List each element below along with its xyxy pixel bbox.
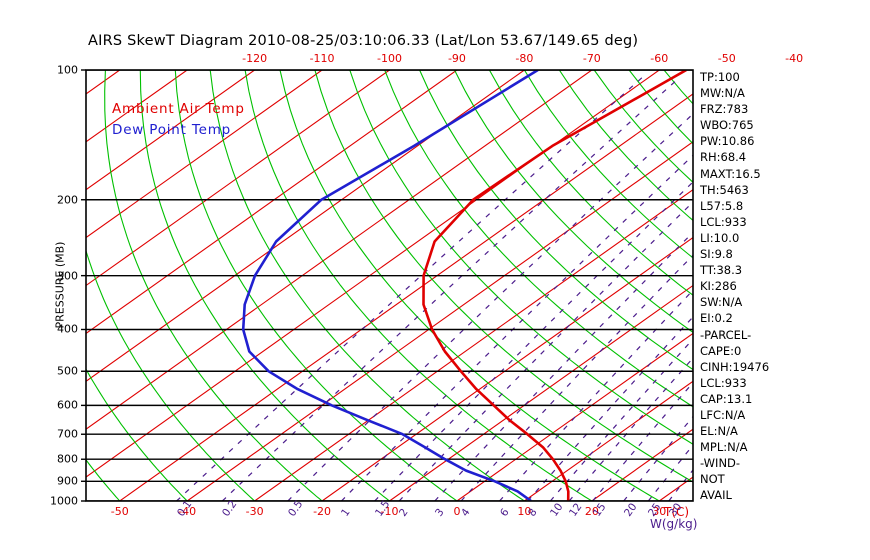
top-temp-label--90: -90 [447,52,466,65]
sounding-index-cape: CAPE:0 [700,343,742,358]
pressure-tick-label-1000: 1000 [50,494,78,508]
pressure-tick-label-800: 800 [57,452,78,466]
mixing-ratio-lines [176,76,693,501]
pressure-tick-label-600: 600 [57,398,78,412]
top-temp-label--60: -60 [650,52,669,65]
y-axis-title: PRESSURE (MB) [53,241,67,329]
pressure-tick-label-400: 400 [57,322,78,336]
sounding-index-lcl: LCL:933 [700,214,747,229]
sounding-index-pw: PW:10.86 [700,134,755,149]
top-temp-label--100: -100 [377,52,402,65]
sounding-index-rh: RH:68.4 [700,150,747,165]
pressure-tick-label-700: 700 [57,427,78,441]
legend-dew-point-temp: Dew Point Temp [112,122,232,138]
bottom-temp-label-0: 0 [453,505,461,518]
sounding-index-wind: -WIND- [700,456,741,471]
top-temp-label--50: -50 [717,52,736,65]
sounding-index-th: TH:5463 [700,182,749,197]
pressure-tick-label-200: 200 [57,193,78,207]
pressure-tick-label-900: 900 [57,474,78,488]
bottom-temp-label-30: 30 [652,505,667,518]
plot-frame [85,69,694,502]
bottom-temp-label-10: 10 [517,505,532,518]
sounding-index-li: LI:10.0 [700,230,740,245]
sounding-index-lcl: LCL:933 [700,375,747,390]
bottom-temp-label--50: -50 [110,505,129,518]
legend-ambient-air-temp: Ambient Air Temp [112,101,245,117]
top-temp-label--40: -40 [785,52,804,65]
ambient-temp-trace [422,70,687,501]
top-temp-label--110: -110 [309,52,335,65]
sounding-index-l57: L57:5.8 [700,198,744,213]
sounding-index-wbo: WBO:765 [700,118,754,133]
sounding-index-cinh: CINH:19476 [700,359,770,374]
bottom-temp-label--40: -40 [178,505,197,518]
sounding-index-si: SI:9.8 [700,247,733,262]
sounding-index-ei: EI:0.2 [700,311,733,326]
sounding-index-parcel: -PARCEL- [700,327,752,342]
sounding-index-mw: MW:N/A [700,86,745,101]
sounding-index-avail: AVAIL [700,488,732,503]
sounding-index-maxt: MAXT:16.5 [700,166,761,181]
isotherm-lines [86,70,693,501]
sounding-index-lfc: LFC:N/A [700,407,746,422]
pressure-tick-label-300: 300 [57,269,78,283]
x-axis-mixing-title: W(g/kg) [650,517,698,531]
sounding-indices-panel: TP:100 MW:N/A FRZ:783 WBO:765 PW:10.86 RH:68.… [700,69,865,504]
bottom-temp-label--20: -20 [313,505,332,518]
top-temp-label--120: -120 [242,52,268,65]
pressure-tick-label-500: 500 [57,364,78,378]
dewpoint-trace [241,70,539,501]
page-title: AIRS SkewT Diagram 2010-08-25/03:10:06.3… [88,33,639,49]
top-temp-label--70: -70 [582,52,601,65]
sounding-index-ki: KI:286 [700,279,737,294]
bottom-temp-label-20: 20 [584,505,599,518]
bottom-temp-label--10: -10 [380,505,399,518]
bottom-temp-label--30: -30 [245,505,264,518]
sounding-index-el: EL:N/A [700,424,738,439]
sounding-index-tp: TP:100 [700,70,740,84]
sounding-index-sw: SW:N/A [700,295,743,310]
pressure-tick-label-100: 100 [57,63,78,77]
sounding-index-mpl: MPL:N/A [700,440,748,455]
sounding-index-cap: CAP:13.1 [700,391,753,406]
x-axis-temp-title: T(C) [664,505,690,519]
sounding-index-not: NOT [700,472,725,487]
sounding-index-tt: TT:38.3 [700,263,743,278]
isobar-lines [86,70,693,501]
top-temp-label--80: -80 [515,52,534,65]
sounding-index-frz: FRZ:783 [700,102,749,117]
